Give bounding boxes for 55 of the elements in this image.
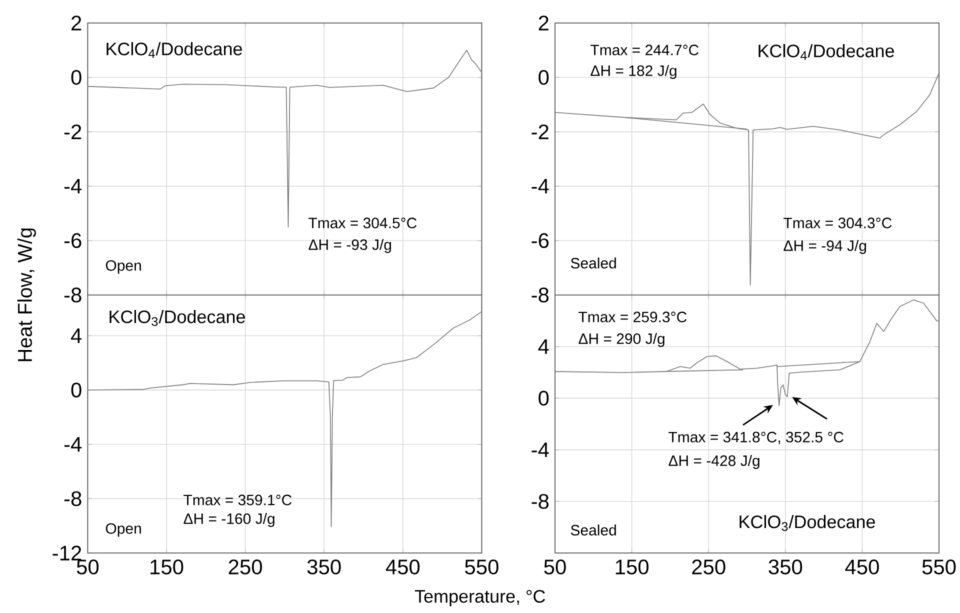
y-tick-label: -6 [532, 233, 549, 248]
x-tick-label: 350 [307, 560, 341, 574]
y-tick-label: 0 [538, 70, 549, 85]
x-tick-label: 50 [544, 560, 566, 574]
annotation: ΔH = 290 J/g [578, 333, 664, 347]
y-tick-label: 0 [71, 382, 82, 398]
annotation: Tmax = 244.7°C [590, 44, 699, 56]
annotation: Tmax = 304.3°C [784, 218, 892, 228]
annotation: Open [106, 260, 141, 274]
annotation: Tmax = 359.1°C [184, 494, 292, 506]
x-tick-label: 50 [76, 560, 99, 574]
annotation: ΔH = -428 J/g [668, 455, 760, 469]
annotation: Tmax = 304.5°C [308, 218, 417, 228]
annotation: Tmax = 341.8°C, 352.5 °C [668, 432, 844, 444]
annotation: ΔH = -94 J/g [784, 240, 866, 254]
annotation: ΔH = -93 J/g [308, 239, 392, 253]
text: KClO$_{4}$/Dodecane [106, 42, 242, 58]
text: KClO$_{3}$/Dodecane [110, 310, 245, 326]
y-tick-label: 2 [538, 16, 548, 30]
y-tick-label: 2 [72, 16, 82, 30]
y-tick-label: 4 [70, 328, 82, 343]
annotation: Open [106, 523, 141, 537]
y-tick-label: 0 [538, 390, 549, 406]
y-tick-label: 0 [71, 70, 82, 85]
y-tick-label: -12 [52, 546, 82, 560]
annotation: ΔH = 182 J/g [590, 65, 676, 79]
x-tick-label: 150 [150, 560, 184, 574]
y-tick-label: -8 [532, 288, 549, 302]
y-tick-label: -4 [532, 442, 549, 458]
y-tick-label: -2 [64, 124, 82, 140]
annotation: Sealed [570, 257, 616, 268]
y-tick-label: -8 [64, 288, 82, 302]
x-tick-label: 450 [845, 560, 879, 574]
x-tick-label: 350 [768, 560, 802, 574]
text: KClO$_{3}$/Dodecane [740, 514, 875, 532]
x-axis-title: Temperature, °C [414, 590, 546, 606]
y-tick-label: -4 [64, 178, 82, 194]
annotation: Tmax = 259.3°C [578, 312, 687, 322]
annotation: Sealed [570, 524, 616, 536]
x-tick-label: 550 [465, 560, 498, 574]
y-tick-label: 4 [538, 339, 549, 354]
y-tick-label: -6 [64, 233, 82, 248]
y-tick-label: -8 [64, 491, 82, 506]
x-tick-label: 250 [692, 560, 726, 574]
y-tick-label: -4 [532, 178, 549, 194]
x-tick-label: 550 [922, 560, 956, 574]
y-axis-title: Heat Flow, W/g [17, 228, 36, 362]
text: KClO$_{4}$/Dodecane [758, 44, 894, 60]
y-tick-label: -2 [532, 124, 548, 140]
y-tick-label: -8 [532, 494, 549, 509]
x-tick-label: 450 [386, 560, 420, 574]
y-tick-label: -4 [64, 437, 82, 452]
x-tick-label: 150 [616, 560, 648, 574]
x-tick-label: 250 [228, 560, 262, 574]
annotation: ΔH = -160 J/g [184, 513, 274, 527]
